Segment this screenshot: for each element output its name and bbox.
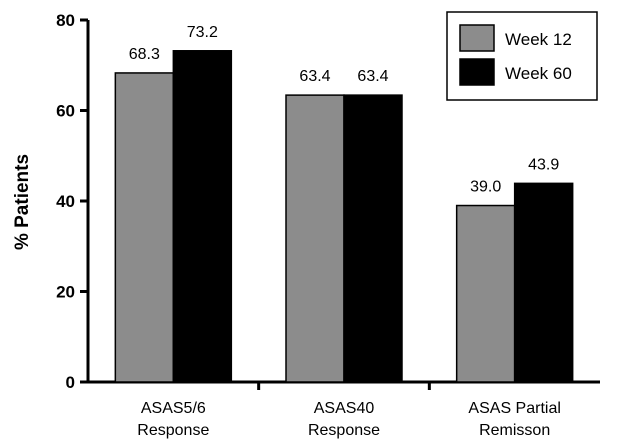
- bar-value-label: 39.0: [470, 179, 501, 196]
- legend-swatch: [459, 24, 495, 52]
- y-tick-label: 60: [56, 102, 75, 121]
- x-category-label: Remisson: [479, 422, 550, 439]
- y-tick-label: 80: [56, 11, 75, 30]
- bar: [343, 94, 403, 383]
- bar-value-label: 63.4: [299, 68, 330, 85]
- bar-value-label: 63.4: [357, 68, 388, 85]
- x-category-label: Response: [308, 422, 380, 439]
- bar-value-label: 73.2: [187, 24, 218, 41]
- bar: [172, 50, 233, 383]
- legend-label: Week 12: [505, 30, 572, 49]
- x-category-label: ASAS5/6: [141, 400, 206, 417]
- x-category-label: Response: [137, 422, 209, 439]
- bar: [285, 94, 345, 383]
- bar: [513, 182, 574, 383]
- x-category-label: ASAS Partial: [468, 400, 560, 417]
- y-tick-label: 40: [56, 192, 75, 211]
- y-tick-label: 0: [66, 373, 75, 392]
- bar: [114, 72, 175, 383]
- bar: [455, 204, 516, 383]
- y-axis-title: % Patients: [12, 154, 33, 250]
- legend-label: Week 60: [505, 64, 572, 83]
- bar-value-label: 68.3: [129, 46, 160, 63]
- y-tick-label: 20: [56, 283, 75, 302]
- x-category-label: ASAS40: [314, 400, 375, 417]
- bar-value-label: 43.9: [528, 156, 559, 173]
- legend-swatch: [459, 58, 495, 86]
